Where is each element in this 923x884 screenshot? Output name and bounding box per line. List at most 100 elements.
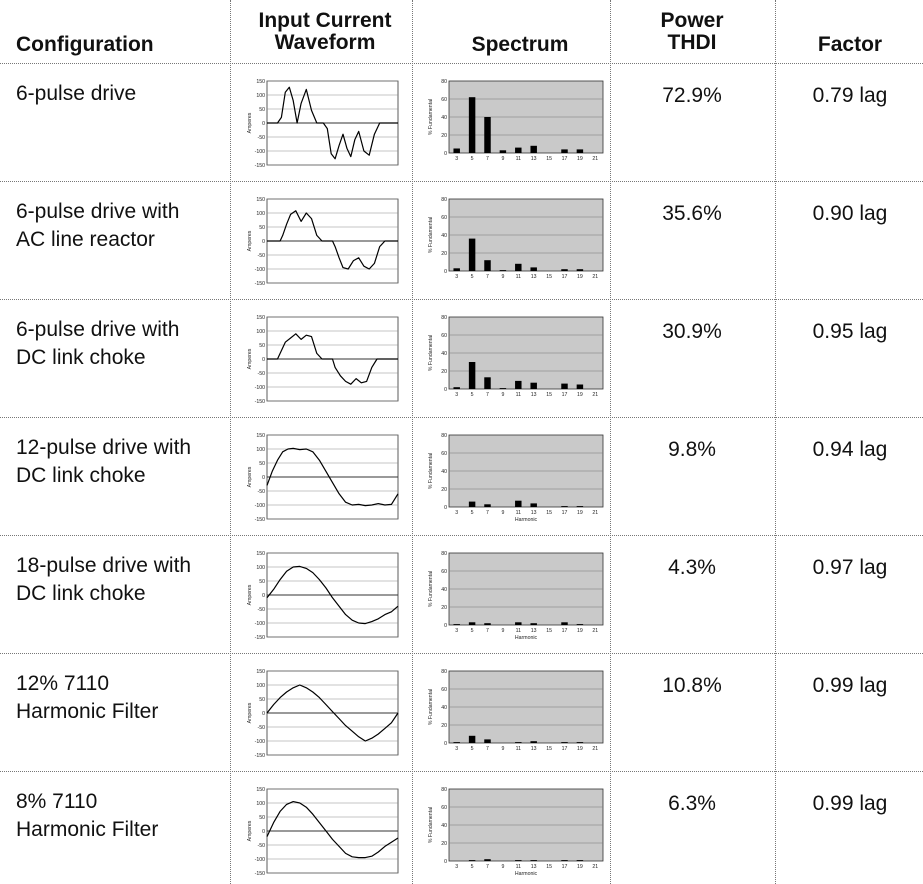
y-tick-label: 80 xyxy=(441,433,447,439)
x-tick-label: 13 xyxy=(531,392,537,398)
y-tick-label: 100 xyxy=(256,93,265,99)
x-tick-label: 15 xyxy=(546,274,552,280)
row-divider xyxy=(0,299,923,300)
x-tick-label: 19 xyxy=(577,392,583,398)
y-axis-label: % Fundamental xyxy=(428,217,434,253)
y-axis-label: Amperes xyxy=(247,112,253,133)
spectrum-bar xyxy=(530,145,537,153)
y-tick-label: 100 xyxy=(256,329,265,335)
x-tick-label: 9 xyxy=(501,864,504,870)
header-spectrum: Spectrum xyxy=(471,33,569,56)
y-tick-label: -50 xyxy=(258,371,266,377)
power-factor-value: 0.95 lag xyxy=(812,320,888,343)
spectrum-bar xyxy=(484,859,491,861)
x-tick-label: 21 xyxy=(592,628,598,634)
x-tick-label: 3 xyxy=(455,510,458,516)
x-tick-label: 11 xyxy=(516,392,521,398)
x-tick-label: 7 xyxy=(486,746,489,752)
y-tick-label: -50 xyxy=(258,489,266,495)
x-tick-label: 15 xyxy=(546,864,552,870)
y-tick-label: 0 xyxy=(262,829,265,835)
row-divider xyxy=(0,535,923,536)
y-tick-label: 20 xyxy=(441,605,447,611)
y-tick-label: 0 xyxy=(262,593,265,599)
x-tick-label: 9 xyxy=(501,392,504,398)
y-tick-label: 60 xyxy=(441,97,447,103)
y-tick-label: 50 xyxy=(259,461,265,467)
spectrum-bar xyxy=(484,623,491,625)
spectrum-bar xyxy=(515,147,522,153)
waveform-chart: 150 100 50 0 -50 -100 -150 Amperes xyxy=(247,315,399,405)
configuration-cell: 8% 7110 Harmonic Filter xyxy=(16,788,158,844)
y-tick-label: -50 xyxy=(258,725,266,731)
header-factor: Factor xyxy=(817,33,883,56)
power-factor-value: 0.97 lag xyxy=(812,556,888,579)
spectrum-bar xyxy=(576,269,584,271)
spectrum-bar xyxy=(484,504,491,507)
spectrum-bar xyxy=(453,148,460,153)
waveform-line xyxy=(266,565,399,625)
spectrum-bar xyxy=(561,383,568,389)
spectrum-bar xyxy=(561,269,568,271)
spectrum-bar xyxy=(576,149,584,153)
spectrum-bar xyxy=(468,238,476,271)
spectrum-bar xyxy=(468,622,476,625)
y-tick-label: 80 xyxy=(441,551,447,557)
x-tick-label: 9 xyxy=(501,274,504,280)
y-tick-label: 50 xyxy=(259,579,265,585)
y-tick-label: 20 xyxy=(441,369,447,375)
spectrum-bar xyxy=(576,860,584,861)
y-tick-label: 40 xyxy=(441,823,447,829)
spectrum-bar xyxy=(561,742,568,743)
spectrum-bar xyxy=(499,150,507,153)
x-tick-label: 13 xyxy=(531,864,537,870)
y-axis-label: Amperes xyxy=(247,466,253,487)
header-power: Power xyxy=(660,9,724,32)
y-axis-label: % Fundamental xyxy=(428,571,434,607)
y-tick-label: 0 xyxy=(262,357,265,363)
configuration-line1: 6-pulse drive xyxy=(16,82,137,105)
x-tick-label: 13 xyxy=(531,628,537,634)
spectrum-chart: 80 60 40 20 0 % Fundamental 3 5 7 9 11 13 15 17 19 21 Ha… xyxy=(428,433,604,523)
y-tick-label: -100 xyxy=(255,621,265,627)
waveform-chart: 150 100 50 0 -50 -100 -150 Amperes xyxy=(247,669,399,759)
y-axis-label: Amperes xyxy=(247,230,253,251)
thdi-value: 10.8% xyxy=(662,674,722,697)
x-tick-label: 3 xyxy=(455,628,458,634)
spectrum-bar xyxy=(530,503,537,507)
y-tick-label: -150 xyxy=(255,635,265,641)
x-tick-label: 9 xyxy=(501,628,504,634)
spectrum-bar xyxy=(468,501,476,507)
x-tick-label: 21 xyxy=(592,746,598,752)
y-tick-label: 20 xyxy=(441,487,447,493)
x-tick-label: 19 xyxy=(577,864,583,870)
y-tick-label: -50 xyxy=(258,607,266,613)
spectrum-bar xyxy=(468,97,476,153)
x-tick-label: 11 xyxy=(516,746,521,752)
x-tick-label: 11 xyxy=(516,628,521,634)
x-tick-label: 5 xyxy=(471,510,474,516)
header-thdi: THDI xyxy=(667,31,717,54)
x-tick-label: 15 xyxy=(546,746,552,752)
x-tick-label: 17 xyxy=(562,274,568,280)
y-tick-label: 20 xyxy=(441,723,447,729)
y-tick-label: 150 xyxy=(256,197,265,203)
header-configuration: Configuration xyxy=(16,33,154,56)
column-divider xyxy=(230,0,231,884)
y-tick-label: -100 xyxy=(255,857,265,863)
y-tick-label: 50 xyxy=(259,107,265,113)
y-axis-label: Amperes xyxy=(247,820,253,841)
x-tick-label: 21 xyxy=(592,864,598,870)
spectrum-bar xyxy=(561,149,568,153)
thdi-value: 4.3% xyxy=(668,556,716,579)
x-axis-label: Harmonic xyxy=(515,517,538,523)
y-tick-label: 150 xyxy=(256,79,265,85)
power-factor-value: 0.90 lag xyxy=(812,202,888,225)
y-tick-label: 40 xyxy=(441,705,447,711)
spectrum-bar xyxy=(515,500,522,507)
thdi-value: 30.9% xyxy=(662,320,722,343)
y-tick-label: -50 xyxy=(258,843,266,849)
spectrum-bar xyxy=(561,622,568,625)
x-tick-label: 19 xyxy=(577,156,583,162)
